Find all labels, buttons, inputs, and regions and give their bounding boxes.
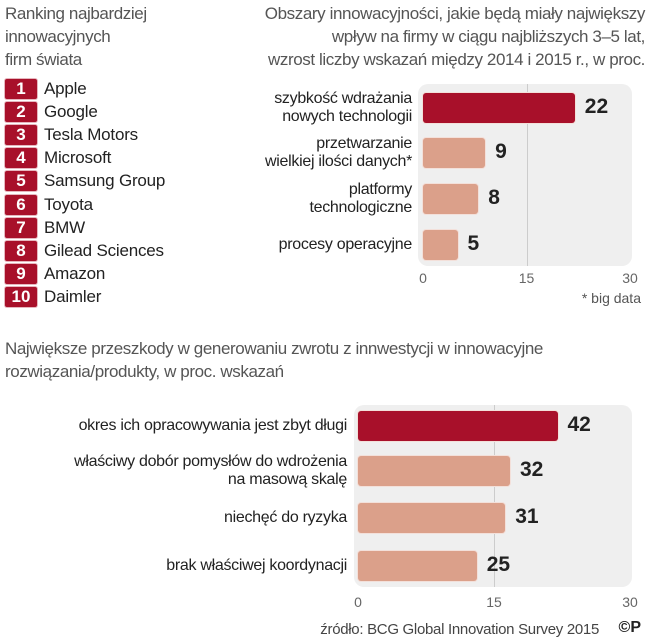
ranking-item: 6 Toyota [5,194,93,215]
company-name: Microsoft [44,148,112,168]
category-label-line: nowych technologii [282,108,412,125]
ranking-title-line: Ranking najbardziej [5,4,147,23]
rank-badge: 7 [5,217,37,238]
rank-badge: 5 [5,171,37,192]
ranking-item: 10 Daimler [5,287,101,308]
rank-badge: 9 [5,264,37,285]
chart-title: Obszary innowacyjności, jakie będą miały… [222,2,646,71]
bar-value-label: 32 [520,458,544,481]
footnote: * big data [581,290,641,306]
company-name: Daimler [44,287,102,307]
bar [358,551,477,581]
chart-title-line: Największe przeszkody w generowaniu zwro… [5,339,543,358]
company-name: BMW [44,217,85,237]
company-name: Samsung Group [44,171,166,191]
rank-badge: 10 [5,287,37,308]
ranking-item: 5 Samsung Group [5,171,165,192]
source-note: źródło: BCG Global Innovation Survey 201… [320,621,599,638]
category-label: właściwy dobór pomysłów do wdrożenia na m… [74,453,347,489]
category-label-line: technologiczne [309,199,412,216]
category-label: przetwarzanie wielkiej ilości danych* [265,135,412,171]
company-name: Google [44,101,98,121]
bar [423,93,575,123]
category-label-line: procesy operacyjne [278,236,413,253]
ranking-item: 1 Apple [5,78,87,99]
bar [358,503,506,533]
category-label-line: wielkiej ilości danych* [265,153,412,170]
category-label: niechęć do ryzyka [224,509,347,527]
category-label-line: na masową skalę [227,471,347,488]
bar-value-label: 25 [486,553,511,576]
x-tick-label: 0 [419,270,427,286]
ranking-item: 3 Tesla Motors [5,124,138,145]
ranking-item: 9 Amazon [5,264,105,285]
ranking-item: 7 BMW [5,217,85,238]
category-label: okres ich opracowywania jest zbyt długi [78,417,348,435]
bar [423,230,458,260]
ranking-item: 8 Gilead Sciences [5,240,164,261]
category-label-line: szybkość wdrażania [274,90,412,107]
category-label-line: niechęć do ryzyka [224,509,347,526]
chart-title: Największe przeszkody w generowaniu zwro… [5,337,645,383]
company-name: Gilead Sciences [44,240,164,260]
bar-value-label: 8 [488,186,500,209]
category-label: brak właściwej koordynacji [166,557,347,575]
bar [423,138,486,168]
ranking-item: 2 Google [5,101,98,122]
gridline-15 [494,405,495,587]
chart-title-line: rozwiązania/produkty, w proc. wskazań [5,362,284,381]
category-label-line: przetwarzanie [316,135,412,152]
x-tick-label: 15 [486,594,502,610]
company-name: Apple [44,78,87,98]
rank-badge: 6 [5,194,37,215]
x-tick-label: 30 [622,270,638,286]
category-label: platformy technologiczne [309,181,412,217]
ranking-title-line: firm świata [5,50,82,69]
rank-badge: 3 [5,124,37,145]
company-name: Amazon [44,264,106,284]
chart-title-line: wzrost liczby wskazań między 2014 i 2015… [268,50,645,69]
bar-value-label: 5 [467,232,480,255]
category-label-line: brak właściwej koordynacji [166,557,347,574]
company-name: Tesla Motors [44,124,138,144]
bar-value-label: 42 [567,413,591,436]
category-label-line: właściwy dobór pomysłów do wdrożenia [74,453,347,470]
bar-value-label: 31 [515,505,539,528]
category-label: procesy operacyjne [278,236,413,254]
bar [423,184,479,214]
ranking-item: 4 Microsoft [5,148,111,169]
pap-logo: ©P [618,619,641,636]
chart-title-line: Obszary innowacyjności, jakie będą miały… [264,4,646,23]
company-name: Toyota [44,194,93,214]
bar [358,456,510,486]
ranking-title: Ranking najbardziej innowacyjnych firm ś… [5,2,147,71]
category-label-line: okres ich opracowywania jest zbyt długi [78,417,348,434]
rank-badge: 8 [5,240,37,261]
rank-badge: 2 [5,101,37,122]
gridline-15 [526,84,528,266]
bar [358,411,558,441]
bar-value-label: 9 [495,140,507,163]
x-tick-label: 30 [622,594,638,610]
x-tick-label: 0 [354,594,362,610]
rank-badge: 1 [5,78,37,99]
chart-title-line: wpływ na firmy w ciągu najbliższych 3–5 … [331,27,645,46]
x-tick-label: 15 [518,270,535,286]
rank-badge: 4 [5,148,37,169]
bar-value-label: 22 [584,95,609,118]
category-label-line: platformy [348,181,412,198]
ranking-title-line: innowacyjnych [5,27,111,46]
category-label: szybkość wdrażania nowych technologii [274,90,412,126]
